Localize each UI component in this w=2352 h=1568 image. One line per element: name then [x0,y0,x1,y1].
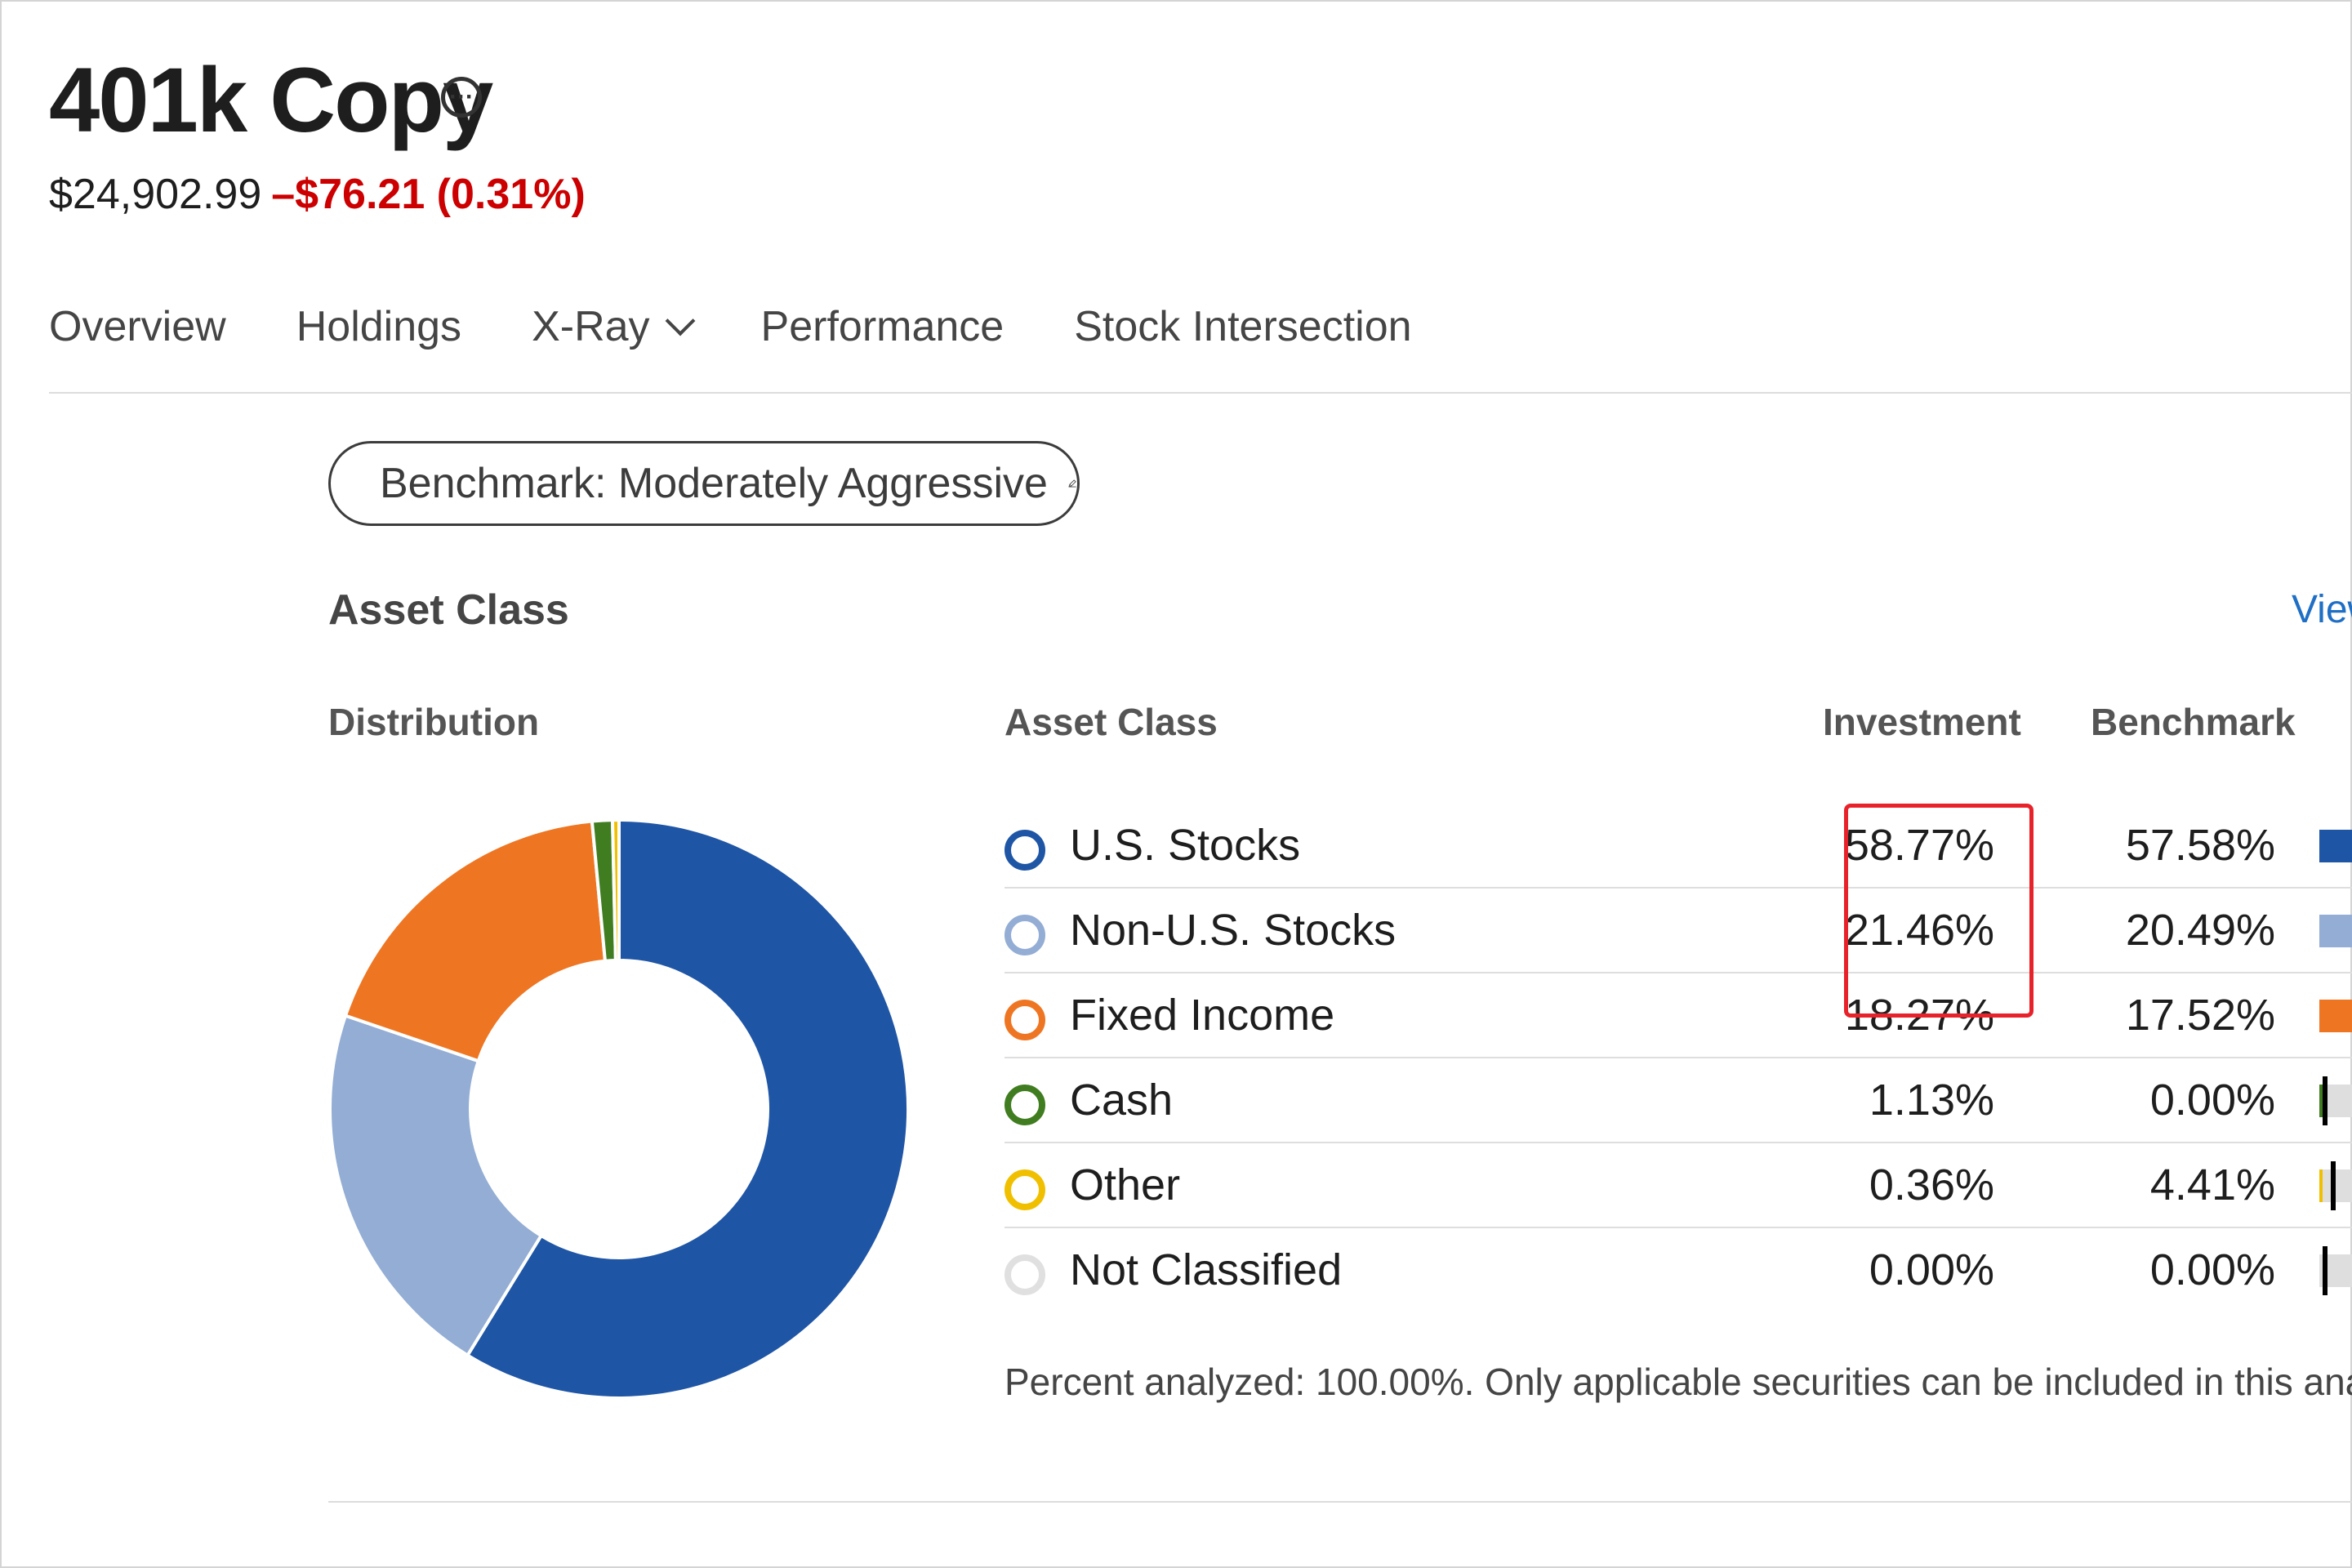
column-header-benchmark: Benchmark [2091,701,2296,743]
investment-value: 1.13% [1869,1076,1994,1125]
portfolio-value: $24,902.99 [49,171,262,218]
comparison-bar [2319,1076,2352,1125]
legend-marker-icon [1004,830,1045,871]
benchmark-value: 0.00% [2149,1076,2275,1125]
more-options-icon[interactable]: ··· [441,77,482,118]
tab-label: Overview [49,303,226,350]
asset-class-label: Other [1070,1160,1181,1209]
investment-value: 0.00% [1869,1245,1994,1294]
bottom-divider [328,1501,2352,1503]
portfolio-title: 401k Copy [49,49,493,151]
analysis-footnote: Percent analyzed: 100.00%. Only applicab… [1004,1361,2352,1403]
comparison-bar [2319,915,2352,947]
distribution-label: Distribution [328,701,540,743]
investment-value: 58.77% [1844,821,1994,870]
donut-slice-other [610,817,621,963]
table-row: Cash 1.13% 0.00% [1004,1058,2352,1143]
benchmark-button[interactable]: Benchmark: Moderately Aggressive [328,441,1080,526]
pencil-icon [1068,479,1076,488]
benchmark-tick [2323,1076,2328,1125]
legend-marker-icon [1004,1085,1045,1125]
tabs-divider [49,392,2352,394]
comparison-bar [2319,1246,2352,1295]
distribution-donut-chart [328,817,910,1400]
tab-overview[interactable]: Overview [49,294,226,359]
portfolio-change: –$76.21 (0.31%) [271,171,586,218]
comparison-bar-fill [2319,1085,2323,1117]
asset-class-table: U.S. Stocks 58.77% 57.58% Non-U.S. Stocks 21… [1004,804,2352,1312]
section-title: Asset Class [328,586,569,634]
comparison-bar-fill [2319,1254,2323,1287]
tab-stock-intersection[interactable]: Stock Intersection [1074,294,1411,359]
tab-label: Holdings [296,303,462,350]
tab-performance[interactable]: Performance [761,294,1004,359]
comparison-bar-fill [2319,1000,2352,1032]
legend-marker-icon [1004,1000,1045,1040]
asset-class-label: Non-U.S. Stocks [1070,906,1396,955]
asset-class-label: Fixed Income [1070,991,1335,1040]
comparison-bar-fill [2319,1169,2323,1202]
table-row: U.S. Stocks 58.77% 57.58% [1004,804,2352,889]
legend-marker-icon [1004,1169,1045,1210]
tab-x-ray[interactable]: X-Ray [532,294,695,359]
investment-value: 0.36% [1869,1160,1994,1209]
table-row: Not Classified 0.00% 0.00% [1004,1228,2352,1312]
benchmark-label: Benchmark: Moderately Aggressive [380,460,1048,507]
legend-marker-icon [1004,915,1045,956]
tab-label: Performance [760,303,1004,350]
portfolio-summary: $24,902.99 –$76.21 (0.31%) [49,168,586,220]
comparison-bar-fill [2319,830,2352,862]
donut-slice-fixed-income [343,819,608,1063]
table-row: Fixed Income 18.27% 17.52% [1004,973,2352,1058]
chevron-down-icon [665,305,695,336]
donut-slice-non-u-s-stocks [328,1013,544,1358]
investment-value: 21.46% [1844,906,1994,955]
column-header-asset-class: Asset Class [1004,701,1218,743]
comparison-bar [2319,1000,2352,1032]
donut-slice-u-s-stocks [465,817,910,1400]
table-row: Other 0.36% 4.41% [1004,1143,2352,1228]
table-row: Non-U.S. Stocks 21.46% 20.49% [1004,889,2352,973]
benchmark-tick [2323,1246,2328,1295]
asset-class-label: Not Classified [1070,1245,1343,1294]
benchmark-value: 4.41% [2149,1160,2275,1209]
column-header-investment: Investment [1823,701,2021,743]
tab-bar: Overview Holdings X-Ray Performance Stoc… [49,294,1482,359]
tab-label: Stock Intersection [1074,303,1412,350]
asset-class-label: U.S. Stocks [1070,821,1301,870]
tab-holdings[interactable]: Holdings [296,294,461,359]
benchmark-value: 17.52% [2125,991,2275,1040]
tab-label: X-Ray [532,303,650,350]
benchmark-value: 20.49% [2125,906,2275,955]
comparison-bar-fill [2319,915,2352,947]
legend-marker-icon [1004,1254,1045,1295]
highlight-annotation [1844,804,2034,1018]
view-link[interactable]: View [2292,588,2352,631]
comparison-bar [2319,830,2352,862]
benchmark-value: 0.00% [2149,1245,2275,1294]
comparison-bar [2319,1161,2352,1210]
asset-class-label: Cash [1070,1076,1174,1125]
benchmark-value: 57.58% [2125,821,2275,870]
benchmark-tick [2331,1161,2336,1210]
